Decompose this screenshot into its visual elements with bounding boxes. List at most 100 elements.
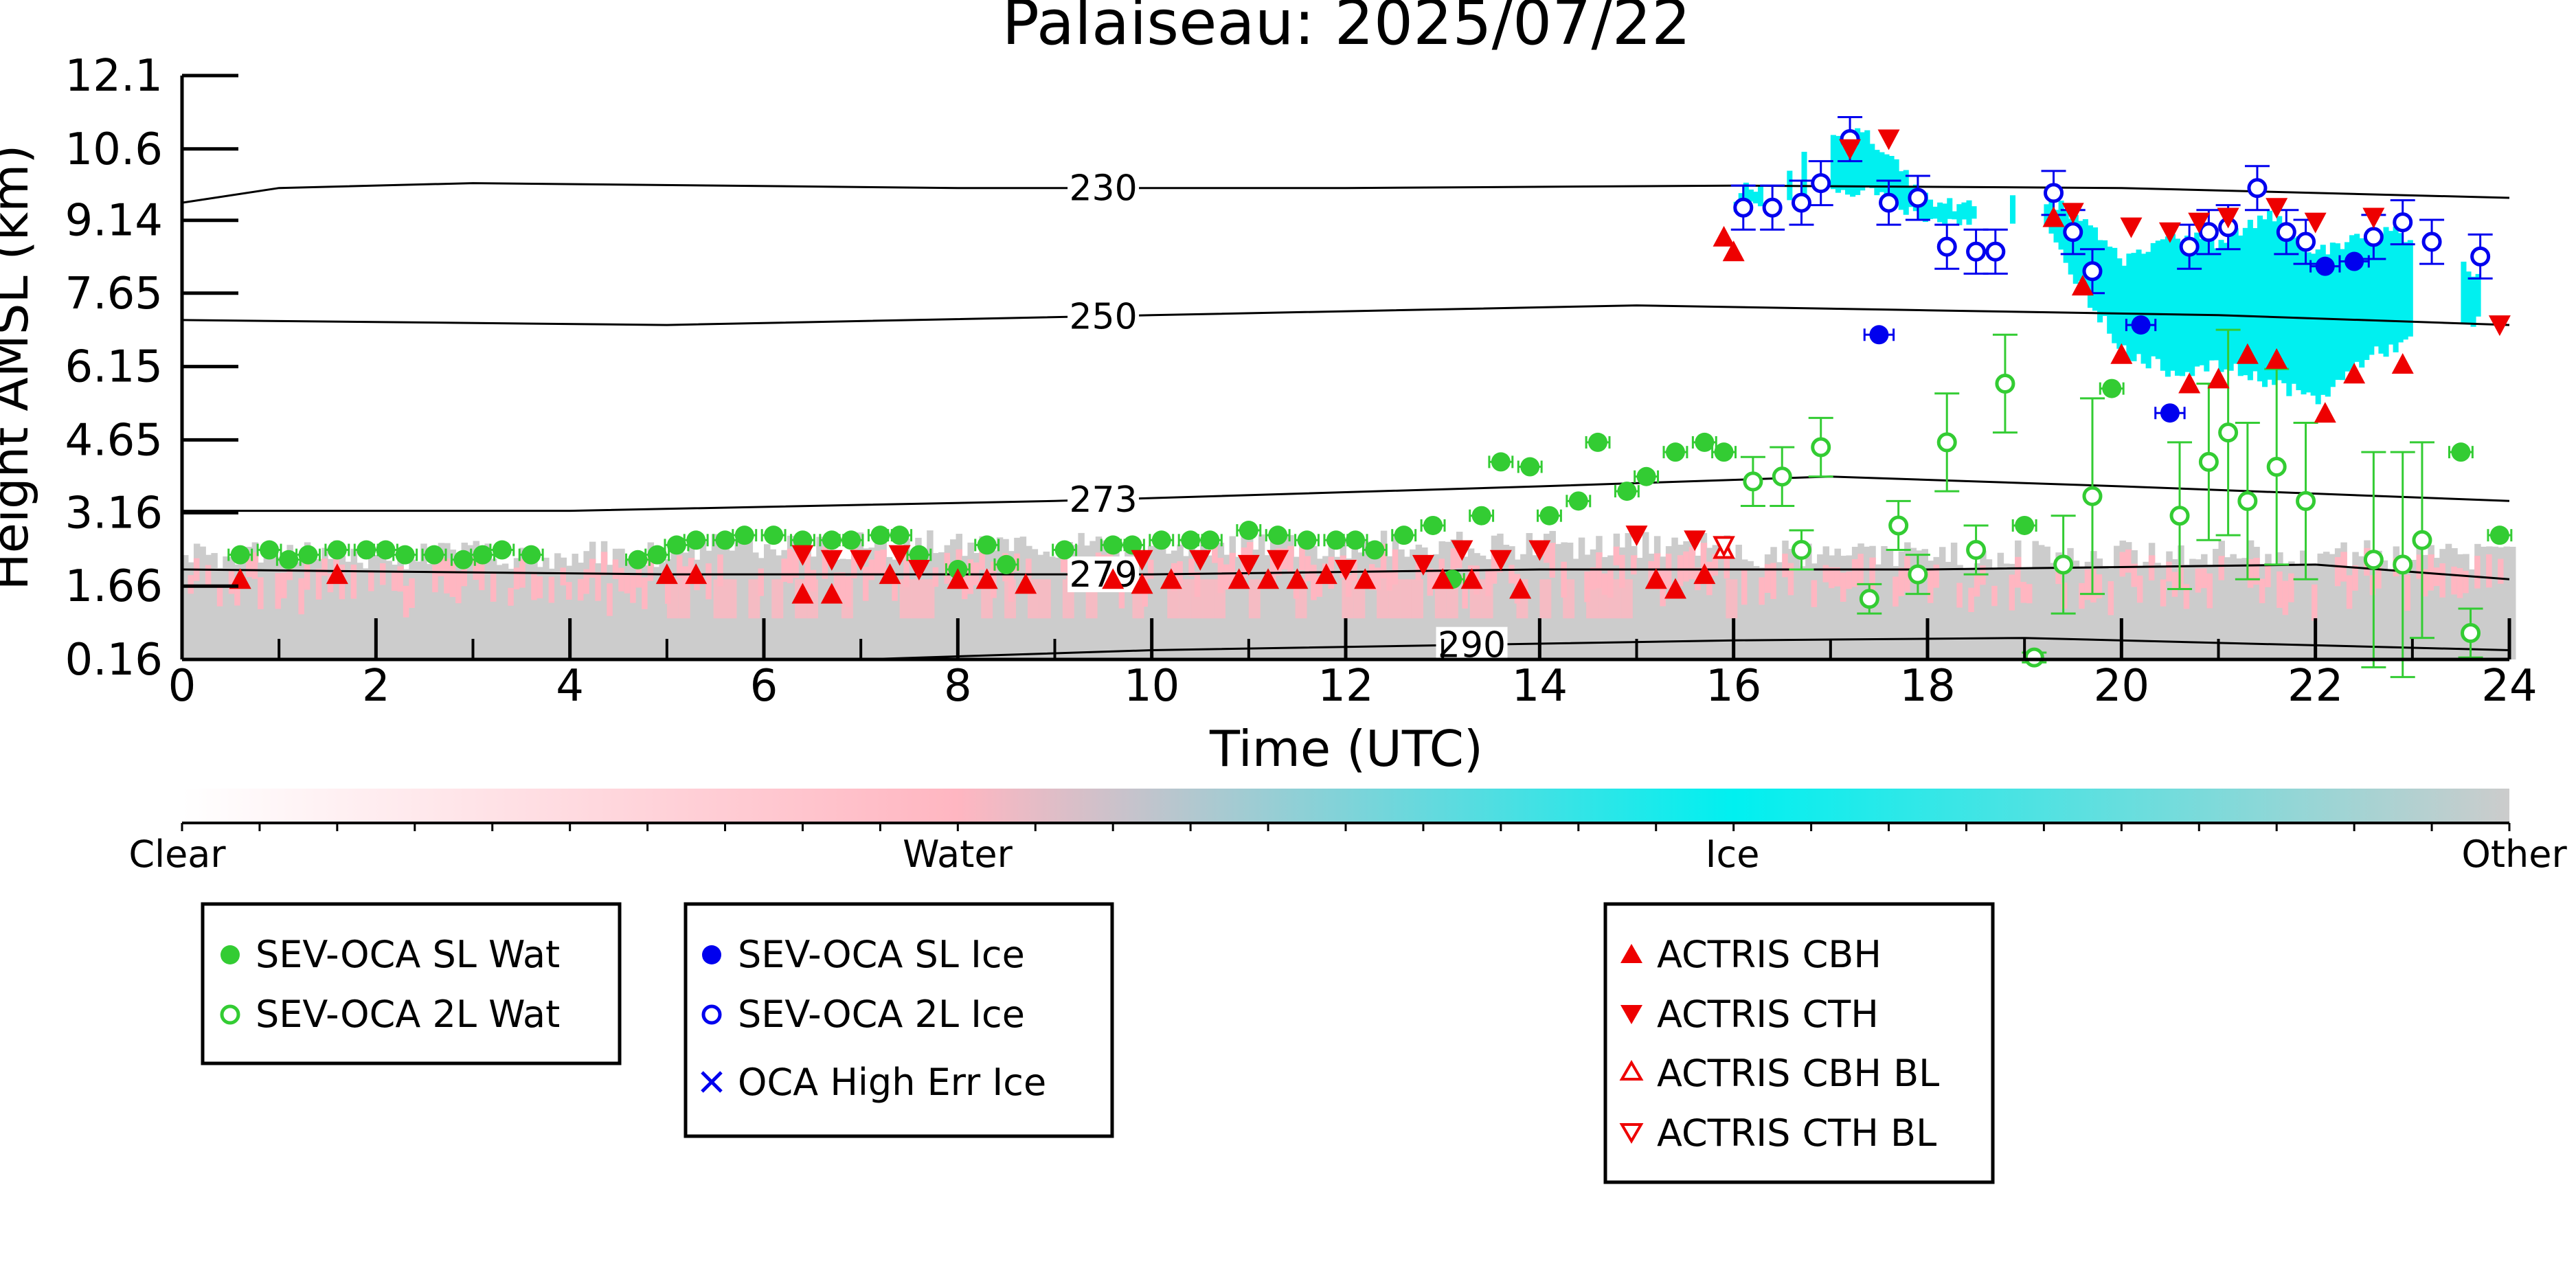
curtain-column-ice xyxy=(2204,238,2210,372)
curtain-column-water xyxy=(438,556,445,576)
curtain-column-other xyxy=(991,550,997,659)
curtain-column-water xyxy=(1688,547,1696,580)
curtain-column-other xyxy=(577,563,585,659)
curtain-column-ice xyxy=(1840,139,1846,190)
curtain-column-water xyxy=(1212,543,1219,563)
curtain-column-other xyxy=(1677,544,1684,659)
legend-marker-2l-ice xyxy=(701,1004,722,1025)
curtain-column-other xyxy=(1532,555,1539,659)
curtain-column-other xyxy=(566,565,573,659)
y-tick-label: 10.6 xyxy=(65,124,163,175)
curtain-column-water xyxy=(379,563,387,585)
colorbar-ticks xyxy=(181,823,2511,831)
colorbar-label-water: Water xyxy=(903,833,1013,876)
curtain-column-water xyxy=(1928,569,1934,603)
curtain-column-other xyxy=(1223,554,1230,659)
curtain-column-water xyxy=(1177,561,1184,585)
curtain-column-other xyxy=(1782,540,1789,659)
curtain-column-water xyxy=(1060,554,1067,573)
curtain-column-other xyxy=(2439,549,2446,659)
sev-oca-sl-wat-point xyxy=(2015,515,2035,535)
sev-oca-sl-wat-point xyxy=(715,530,735,550)
curtain-column-water xyxy=(880,550,887,574)
colorbar-label-other: Other xyxy=(2461,833,2567,876)
curtain-column-other xyxy=(956,534,962,659)
curtain-column-other xyxy=(2323,552,2330,659)
curtain-column-other xyxy=(2084,561,2092,659)
sev-oca-sl-wat-point xyxy=(666,535,686,555)
curtain-column-other xyxy=(885,556,893,659)
legend-label-2l-wat: SEV-OCA 2L Wat xyxy=(256,993,560,1036)
curtain-column-other xyxy=(228,557,236,659)
curtain-column-water xyxy=(473,555,479,580)
curtain-column-other xyxy=(2119,540,2126,659)
sev-oca-sl-wat-point xyxy=(841,530,861,550)
sev-oca-2l-ice-point xyxy=(2296,231,2316,252)
actris-cbh-point xyxy=(2343,363,2366,384)
curtain-column-other xyxy=(741,532,747,659)
curtain-column-other xyxy=(2125,542,2132,659)
contour-label-bg xyxy=(1067,298,1140,335)
curtain-column-other xyxy=(1829,555,1835,659)
curtain-column-water xyxy=(2148,555,2156,580)
curtain-column-other xyxy=(1572,558,1579,659)
curtain-column-ice xyxy=(1830,135,1836,190)
curtain-column-other xyxy=(699,541,707,659)
contour-label-273: 273 xyxy=(1069,479,1137,521)
y-axis-ticks: 0.16 1.66 3.16 4.65 6.15 7.65 9.14 10.6 12.1 xyxy=(65,51,238,686)
curtain-column-water xyxy=(1026,558,1032,579)
curtain-column-other xyxy=(1718,545,1725,659)
curtain-column-other xyxy=(1933,556,1940,659)
curtain-column-other xyxy=(246,547,253,659)
curtain-column-water xyxy=(787,548,794,584)
curtain-column-other xyxy=(374,554,381,659)
curtain-column-other xyxy=(1921,549,1928,659)
curtain-column-other xyxy=(1427,555,1434,659)
curtain-column-water xyxy=(1509,565,1515,584)
curtain-column-other xyxy=(1875,564,1882,659)
curtain-column-water xyxy=(944,552,951,584)
curtain-column-other xyxy=(350,548,358,659)
curtain-column-other xyxy=(1916,550,1923,659)
sev-oca-sl-wat-point xyxy=(1054,540,1074,560)
actris-cbh-point xyxy=(1286,568,1309,589)
curtain-column-other xyxy=(1846,555,1853,659)
contour-label-bg xyxy=(1067,556,1140,593)
actris-cth-point xyxy=(2061,203,2084,224)
curtain-column-other xyxy=(2090,551,2097,659)
sev-oca-2l-wat-point xyxy=(1859,589,1879,609)
curtain-column-water xyxy=(1904,556,1911,592)
sev-oca-2l-ice-point xyxy=(1908,188,1928,208)
curtain-column-ice xyxy=(1869,144,1875,188)
actris-cth-point xyxy=(820,550,843,571)
curtain-column-water xyxy=(1956,583,1963,608)
curtain-column-water xyxy=(2265,564,2272,587)
curtain-column-ice xyxy=(2334,243,2340,380)
curtain-column-other xyxy=(833,559,841,659)
curtain-column-other xyxy=(2143,561,2149,659)
curtain-column-water xyxy=(315,569,323,600)
curtain-column-ice xyxy=(2393,226,2399,352)
curtain-column-other xyxy=(595,563,602,659)
sev-oca-2l-ice-point xyxy=(1811,173,1831,194)
curtain-column-other xyxy=(2381,560,2388,659)
curtain-column-other xyxy=(2428,545,2434,659)
sev-oca-sl-wat-point xyxy=(260,540,280,560)
curtain-column-water xyxy=(1179,579,1191,619)
curtain-column-other xyxy=(880,541,887,659)
sev-oca-sl-wat-point xyxy=(977,535,997,555)
curtain-column-other xyxy=(2235,558,2243,659)
actris-cbh-point xyxy=(2207,368,2230,389)
legend-box-ice xyxy=(683,902,1114,1138)
curtain-column-other xyxy=(1456,532,1463,659)
sev-oca-sl-wat-point xyxy=(628,550,648,569)
sev-oca-sl-wat-point xyxy=(425,545,444,565)
actris-cbh-point xyxy=(2110,343,2133,364)
curtain-column-ice xyxy=(1917,196,1923,221)
curtain-column-water xyxy=(1770,563,1777,599)
sev-oca-2l-wat-point xyxy=(2169,506,2190,526)
curtain-column-other xyxy=(1491,535,1498,659)
curtain-column-other xyxy=(280,560,288,659)
curtain-column-other xyxy=(391,564,398,659)
curtain-column-other xyxy=(1014,537,1021,659)
